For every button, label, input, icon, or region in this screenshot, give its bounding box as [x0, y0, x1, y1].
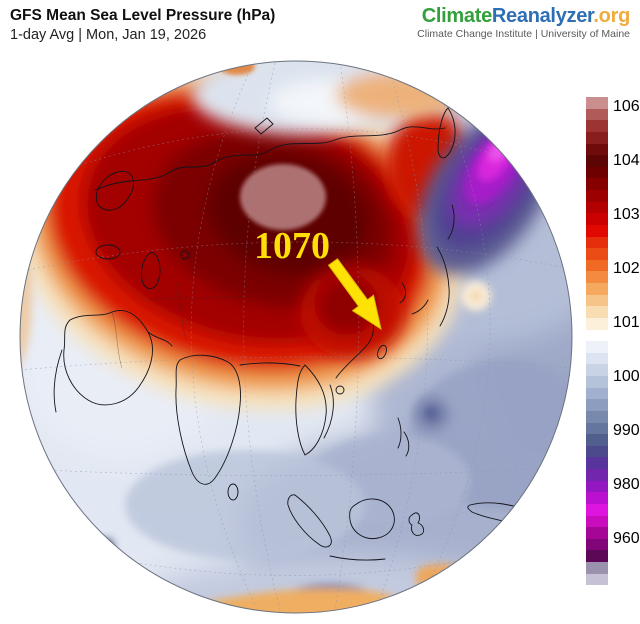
- pressure-annotation: 1070: [254, 225, 330, 267]
- annotation-arrow-icon: [327, 258, 382, 331]
- pressure-field: [20, 61, 572, 613]
- colorbar-tick: 1040: [613, 152, 640, 169]
- colorbar-tick: 960: [613, 530, 640, 547]
- colorbar-gradient: [586, 97, 608, 586]
- colorbar-tick: 1060: [613, 98, 640, 115]
- map-title: GFS Mean Sea Level Pressure (hPa): [10, 7, 276, 24]
- colorbar-tick: 1020: [613, 260, 640, 277]
- brand-part-org: .org: [593, 5, 630, 27]
- colorbar-tick: 980: [613, 476, 640, 493]
- coastlines: [53, 107, 542, 561]
- brand-part-climate: Climate: [421, 5, 492, 27]
- globe-rim: [19, 60, 573, 614]
- colorbar-tick: 990: [613, 422, 640, 439]
- colorbar-tick: 1000: [613, 368, 640, 385]
- graticule-lines: [20, 61, 572, 611]
- brand-logotype[interactable]: ClimateReanalyzer.org: [417, 5, 631, 27]
- colorbar-tick-labels: 1060 1040 1030 1020 1010 1000 990 980 96…: [613, 98, 640, 548]
- map-subtitle: 1-day Avg | Mon, Jan 19, 2026: [10, 27, 207, 44]
- brand-logo[interactable]: ClimateReanalyzer.org Climate Change Ins…: [417, 5, 630, 40]
- colorbar-tick: 1010: [613, 314, 640, 331]
- brand-part-reanalyzer: Reanalyzer: [491, 5, 594, 27]
- map-header: GFS Mean Sea Level Pressure (hPa) 1-day …: [10, 6, 275, 45]
- brand-tagline: Climate Change Institute | University of…: [417, 28, 630, 40]
- colorbar-tick: 1030: [613, 206, 640, 223]
